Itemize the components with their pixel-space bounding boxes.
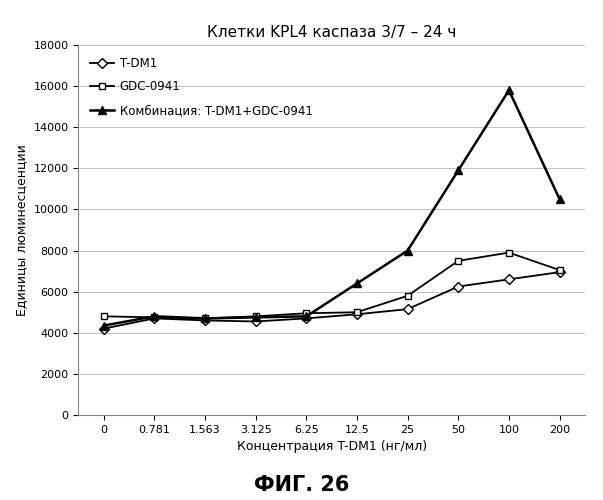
T-DM1	[151, 316, 158, 322]
T-DM1	[353, 312, 361, 318]
GDC-0941	[556, 267, 563, 273]
T-DM1	[252, 318, 259, 324]
GDC-0941	[455, 258, 462, 264]
GDC-0941	[151, 314, 158, 320]
Line: T-DM1: T-DM1	[100, 268, 563, 332]
Комбинация: T-DM1+GDC-0941: (0, 4.35e+03): T-DM1+GDC-0941: (0, 4.35e+03)	[100, 322, 107, 328]
GDC-0941	[303, 310, 310, 316]
Y-axis label: Единицы люминесценции: Единицы люминесценции	[15, 144, 28, 316]
Комбинация: T-DM1+GDC-0941: (7, 1.19e+04): T-DM1+GDC-0941: (7, 1.19e+04)	[455, 168, 462, 173]
Комбинация: T-DM1+GDC-0941: (5, 6.4e+03): T-DM1+GDC-0941: (5, 6.4e+03)	[353, 280, 361, 286]
T-DM1	[505, 276, 513, 282]
Legend: T-DM1, GDC-0941, Комбинация: T-DM1+GDC-0941: T-DM1, GDC-0941, Комбинация: T-DM1+GDC-0…	[84, 51, 318, 123]
X-axis label: Концентрация T-DM1 (нг/мл): Концентрация T-DM1 (нг/мл)	[236, 440, 427, 454]
Комбинация: T-DM1+GDC-0941: (8, 1.58e+04): T-DM1+GDC-0941: (8, 1.58e+04)	[505, 87, 513, 93]
Комбинация: T-DM1+GDC-0941: (6, 8e+03): T-DM1+GDC-0941: (6, 8e+03)	[404, 248, 411, 254]
Комбинация: T-DM1+GDC-0941: (2, 4.7e+03): T-DM1+GDC-0941: (2, 4.7e+03)	[201, 316, 209, 322]
T-DM1	[201, 318, 209, 324]
Line: GDC-0941: GDC-0941	[100, 249, 563, 322]
T-DM1	[556, 269, 563, 275]
Text: ФИГ. 26: ФИГ. 26	[254, 475, 349, 495]
Комбинация: T-DM1+GDC-0941: (9, 1.05e+04): T-DM1+GDC-0941: (9, 1.05e+04)	[556, 196, 563, 202]
T-DM1	[404, 306, 411, 312]
GDC-0941	[100, 314, 107, 320]
GDC-0941	[505, 250, 513, 256]
Комбинация: T-DM1+GDC-0941: (1, 4.8e+03): T-DM1+GDC-0941: (1, 4.8e+03)	[151, 314, 158, 320]
Комбинация: T-DM1+GDC-0941: (3, 4.75e+03): T-DM1+GDC-0941: (3, 4.75e+03)	[252, 314, 259, 320]
GDC-0941	[404, 293, 411, 299]
T-DM1	[100, 326, 107, 332]
GDC-0941	[201, 316, 209, 322]
T-DM1	[303, 316, 310, 322]
GDC-0941	[353, 309, 361, 315]
Title: Клетки KPL4 каспаза 3/7 – 24 ч: Клетки KPL4 каспаза 3/7 – 24 ч	[207, 24, 456, 40]
GDC-0941	[252, 314, 259, 320]
Line: Комбинация: T-DM1+GDC-0941: Комбинация: T-DM1+GDC-0941	[99, 86, 564, 330]
Комбинация: T-DM1+GDC-0941: (4, 4.8e+03): T-DM1+GDC-0941: (4, 4.8e+03)	[303, 314, 310, 320]
T-DM1	[455, 284, 462, 290]
